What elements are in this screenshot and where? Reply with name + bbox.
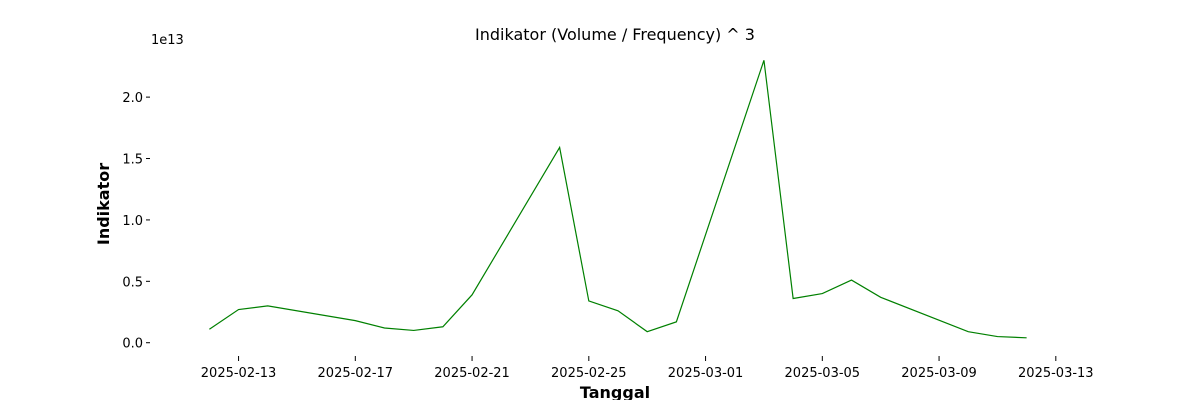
x-tick-label: 2025-03-01	[668, 366, 744, 381]
x-tick-label: 2025-02-17	[318, 366, 394, 381]
y-tick-label: 1.5	[122, 153, 143, 168]
x-axis-ticks: 2025-02-13 2025-02-17 2025-02-21 2025-02-25…	[201, 356, 1094, 381]
x-tick-label: 2025-03-13	[1018, 366, 1094, 381]
series-group	[209, 60, 1027, 339]
series-line	[209, 60, 1027, 339]
x-tick-label: 2025-02-25	[551, 366, 627, 381]
y-axis-label: Indikator	[94, 163, 113, 245]
x-tick-label: 2025-03-09	[901, 366, 977, 381]
x-tick-label: 2025-02-13	[201, 366, 277, 381]
y-axis-ticks: 0.0 0.5 1.0 1.5 2.0	[122, 91, 150, 352]
x-tick-label: 2025-03-05	[785, 366, 861, 381]
y-tick-label: 0.5	[122, 275, 143, 290]
y-tick-label: 2.0	[122, 91, 143, 106]
x-axis-label: Tanggal	[580, 383, 650, 400]
y-tick-label: 0.0	[122, 337, 143, 352]
chart-title: Indikator (Volume / Frequency) ^ 3	[475, 25, 755, 44]
x-tick-label: 2025-02-21	[434, 366, 510, 381]
y-offset-label: 1e13	[151, 33, 184, 48]
y-tick-label: 1.0	[122, 214, 143, 229]
